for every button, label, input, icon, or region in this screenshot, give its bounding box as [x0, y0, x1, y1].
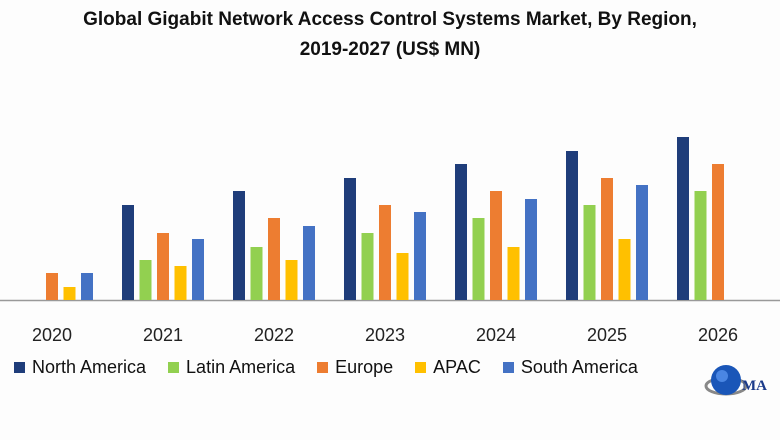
bar-apac-2024 — [507, 247, 520, 300]
legend-swatch — [14, 361, 25, 373]
x-tick-label: 2020 — [32, 325, 72, 345]
bar-latin-america-2025 — [583, 205, 596, 300]
bar-north-america-2026 — [677, 137, 689, 300]
legend-swatch — [502, 361, 514, 373]
globe-logo-icon: MA — [704, 365, 767, 396]
legend-swatch — [317, 361, 329, 373]
bar-latin-america-2026 — [694, 191, 707, 300]
legend-swatch — [415, 361, 427, 373]
bar-north-america-2021 — [122, 205, 134, 300]
legend-item: Europe — [317, 354, 393, 380]
bar-north-america-2022 — [233, 191, 245, 300]
bar-europe-2021 — [157, 233, 169, 300]
chart-subtitle: 2019-2027 (US$ MN) — [299, 39, 481, 60]
bar-europe-2023 — [379, 205, 391, 300]
company-logo: MA — [704, 356, 774, 414]
bar-europe-2020 — [46, 273, 58, 300]
bar-europe-2022 — [268, 218, 280, 300]
bar-apac-2023 — [396, 253, 409, 300]
bar-latin-america-2023 — [361, 233, 374, 300]
bar-south-america-2024 — [525, 199, 537, 300]
bar-apac-2022 — [285, 260, 298, 300]
chart-title: Global Gigabit Network Access Control Sy… — [83, 9, 697, 30]
bar-latin-america-2024 — [472, 218, 485, 300]
x-tick-label: 2022 — [254, 325, 294, 345]
legend-label: North America — [32, 356, 147, 377]
bar-chart: 2020 2021 2022 2023 2024 2025 2026 — [0, 137, 780, 345]
legend-item: APAC — [415, 354, 481, 380]
x-tick-label: 2025 — [587, 325, 627, 345]
bar-south-america-2022 — [303, 226, 315, 300]
bar-apac-2020 — [63, 287, 76, 300]
bar-europe-2026 — [712, 164, 724, 300]
legend-label: Europe — [335, 356, 394, 377]
legend-swatch — [168, 361, 180, 373]
legend-item: South America — [502, 354, 638, 380]
bar-south-america-2025 — [636, 185, 648, 300]
bar-north-america-2024 — [455, 164, 467, 300]
x-tick-label: 2021 — [143, 325, 183, 345]
bar-south-america-2020 — [81, 273, 93, 300]
x-tick-label: 2024 — [476, 325, 516, 345]
legend-label: Latin America — [186, 356, 296, 377]
bar-europe-2024 — [490, 191, 502, 300]
bar-europe-2025 — [601, 178, 613, 300]
bar-latin-america-2021 — [139, 260, 152, 300]
legend-label: South America — [520, 356, 638, 377]
legend-label: APAC — [433, 356, 481, 377]
bar-apac-2025 — [618, 239, 631, 300]
legend-item: North America — [14, 354, 146, 380]
bar-north-america-2025 — [566, 151, 578, 300]
bar-latin-america-2022 — [250, 247, 263, 300]
bar-south-america-2023 — [414, 212, 426, 300]
svg-text:MA: MA — [742, 378, 767, 394]
legend: North America Latin America Europe APAC Sout… — [14, 354, 694, 380]
x-tick-label: 2023 — [365, 325, 405, 345]
legend-item: Latin America — [168, 354, 295, 380]
bar-north-america-2023 — [344, 178, 356, 300]
x-tick-label: 2026 — [698, 325, 738, 345]
bar-south-america-2021 — [192, 239, 204, 300]
bar-apac-2021 — [174, 266, 187, 300]
